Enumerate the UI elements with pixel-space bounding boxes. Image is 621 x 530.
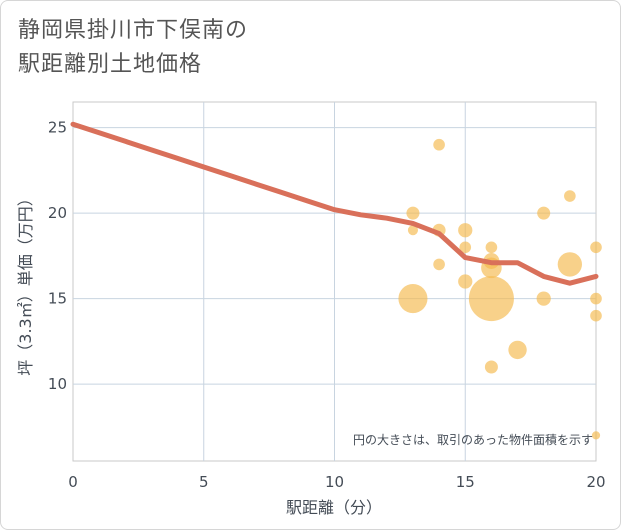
y-axis-label: 坪（3.3㎡）単価（万円） — [16, 190, 35, 375]
x-axis-ticks: 0 5 10 15 20 — [68, 473, 605, 491]
data-point — [537, 207, 550, 220]
data-point — [486, 241, 498, 253]
data-point — [537, 291, 551, 305]
data-point — [458, 223, 472, 237]
y-tick-label: 10 — [48, 375, 67, 393]
data-point — [590, 241, 602, 253]
data-point — [592, 431, 600, 439]
data-point — [433, 139, 445, 151]
data-point — [564, 190, 576, 202]
x-tick-label: 20 — [586, 473, 605, 491]
data-point — [398, 284, 427, 313]
y-tick-label: 15 — [48, 290, 67, 308]
data-point — [558, 252, 582, 276]
y-tick-label: 25 — [48, 119, 67, 137]
x-tick-label: 10 — [325, 473, 344, 491]
data-point — [485, 360, 498, 373]
data-point — [406, 207, 419, 220]
data-point — [433, 259, 445, 271]
x-tick-label: 0 — [68, 473, 78, 491]
x-tick-label: 15 — [456, 473, 475, 491]
data-point — [590, 293, 602, 305]
y-tick-label: 20 — [48, 204, 67, 222]
y-axis-ticks: 10 15 20 25 — [48, 119, 67, 393]
data-point — [590, 310, 602, 322]
data-point — [458, 274, 472, 288]
bubble-size-note: 円の大きさは、取引のあった物件面積を示す — [353, 432, 593, 447]
data-point — [469, 276, 514, 321]
x-tick-label: 5 — [199, 473, 209, 491]
data-point — [508, 341, 526, 359]
x-axis-label: 駅距離（分） — [286, 498, 382, 517]
scatter-plot: 0 5 10 15 20 10 15 20 25 円の大きさは、取引のあった物件面積を示す 駅… — [0, 0, 621, 530]
